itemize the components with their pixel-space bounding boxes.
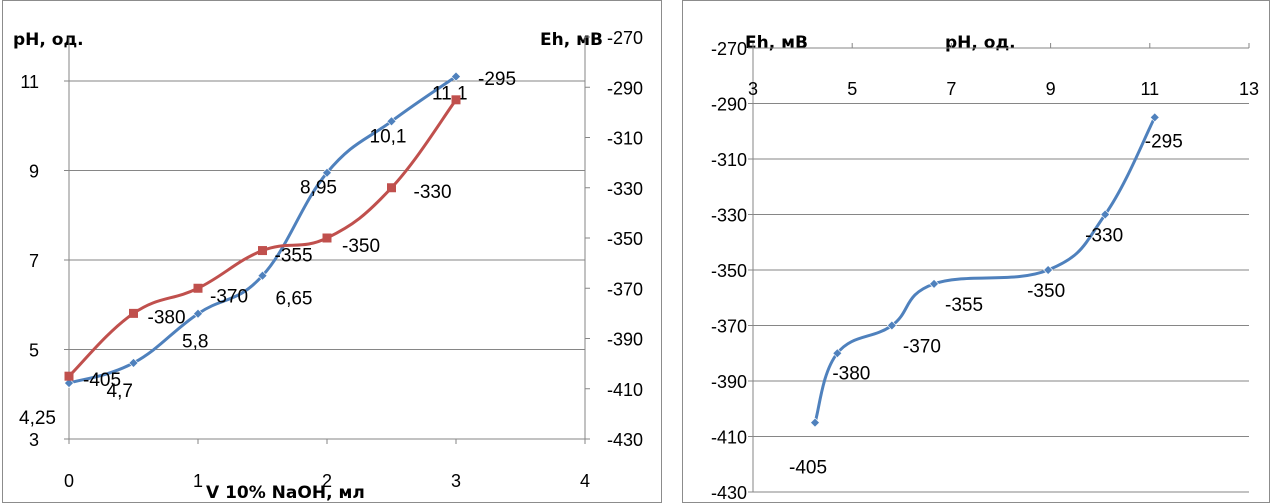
data-point [832, 348, 843, 359]
y2-tick-label: -270 [607, 28, 643, 48]
data-label: -405 [83, 370, 121, 391]
data-label: 6,65 [276, 289, 313, 310]
data-point [258, 246, 267, 256]
x-tick-label: 7 [946, 79, 956, 99]
y-tick-label: 7 [29, 251, 39, 271]
data-label: -355 [275, 246, 313, 267]
data-label: -295 [1145, 131, 1183, 152]
y-tick-label: -430 [711, 483, 747, 503]
data-point [387, 183, 396, 193]
data-label: 5,8 [182, 332, 208, 353]
data-point [129, 308, 138, 318]
y-tick-label: -330 [711, 206, 747, 226]
y-tick-label: -410 [711, 428, 747, 448]
x-tick-label: 13 [1239, 79, 1259, 99]
x-tick-label: 5 [847, 79, 857, 99]
x-tick-label: 4 [580, 471, 590, 491]
x-axis-title: V 10% NaOH, мл [206, 483, 365, 503]
data-point [193, 283, 203, 293]
y2-tick-label: -390 [607, 330, 643, 350]
y-tick-label: 9 [29, 162, 39, 182]
x-tick-label: 11 [1140, 79, 1159, 99]
data-point [322, 233, 332, 243]
data-point [451, 95, 461, 105]
y2-tick-label: -310 [607, 129, 643, 149]
data-point [64, 378, 74, 388]
y-tick-label: -270 [711, 39, 747, 59]
data-label: -330 [1085, 226, 1123, 247]
y-axis-title: Eh, мВ [745, 33, 808, 53]
data-label: -370 [210, 286, 248, 307]
data-point [886, 320, 897, 331]
data-point [1043, 265, 1054, 275]
x-tick-label: 3 [748, 79, 758, 99]
data-point [257, 270, 268, 281]
data-label: -295 [478, 69, 516, 90]
y-tick-label: 5 [29, 341, 39, 361]
data-point [128, 358, 139, 368]
y-tick-label: 11 [20, 72, 39, 92]
x-tick-label: 9 [1046, 79, 1056, 99]
data-point [929, 278, 939, 289]
x-tick-label: 0 [64, 471, 74, 491]
y-tick-label: 3 [29, 430, 39, 450]
y2-tick-label: -410 [607, 380, 643, 400]
x-tick-label: 2 [322, 471, 332, 491]
y-tick-label: -350 [711, 261, 747, 281]
data-label: 4,25 [19, 408, 56, 429]
data-point [1100, 209, 1111, 220]
eh-ph-chart-panel: Eh, мВ pH, од. -270 -290 -310 -330 -350 -370-… [682, 0, 1270, 503]
data-label: -380 [148, 307, 186, 328]
data-point [322, 167, 332, 178]
y-tick-label: -310 [711, 150, 747, 170]
data-label: -350 [342, 236, 380, 257]
data-label: 10,1 [370, 126, 407, 147]
y-tick-label: -370 [711, 317, 747, 337]
y2-tick-label: -350 [607, 229, 643, 249]
y-tick-label: -290 [711, 95, 747, 115]
y2-tick-label: -430 [607, 430, 643, 450]
titration-chart: pH, од. Eh, мВ V 10% NaOH, мл 3 5 7 9 11 0 1 2 3… [13, 28, 643, 503]
data-label: -370 [903, 337, 941, 358]
data-label: 8,95 [300, 178, 337, 199]
y-axis-title: pH, од. [13, 30, 84, 50]
y2-axis-title: Eh, мВ [540, 30, 603, 50]
data-point [1149, 112, 1160, 123]
data-point [451, 71, 461, 82]
data-label: -380 [832, 363, 870, 384]
y2-tick-label: -290 [607, 78, 643, 98]
y2-tick-label: -330 [607, 179, 643, 199]
data-point [193, 308, 203, 319]
x-tick-label: 1 [193, 471, 203, 491]
x-axis-title: pH, од. [945, 33, 1016, 53]
data-label: 4,7 [107, 381, 133, 402]
data-label: -355 [945, 295, 983, 316]
data-label: -405 [789, 458, 827, 479]
data-point [64, 371, 74, 381]
ph-series-line [68, 75, 457, 385]
data-label: -350 [1027, 281, 1065, 302]
y-tick-label: -390 [711, 372, 747, 392]
data-label: 11,1 [432, 84, 468, 105]
y2-tick-label: -370 [607, 279, 643, 299]
data-point [386, 116, 397, 127]
eh-ph-chart: Eh, мВ pH, од. -270-290-310-330-350-370-… [711, 33, 1259, 503]
x-tick-label: 3 [451, 471, 461, 491]
data-point [810, 417, 820, 428]
data-label: -330 [414, 182, 452, 203]
titration-chart-panel: pH, од. Eh, мВ V 10% NaOH, мл 3 5 7 9 11 0 1 2 3… [2, 0, 662, 503]
